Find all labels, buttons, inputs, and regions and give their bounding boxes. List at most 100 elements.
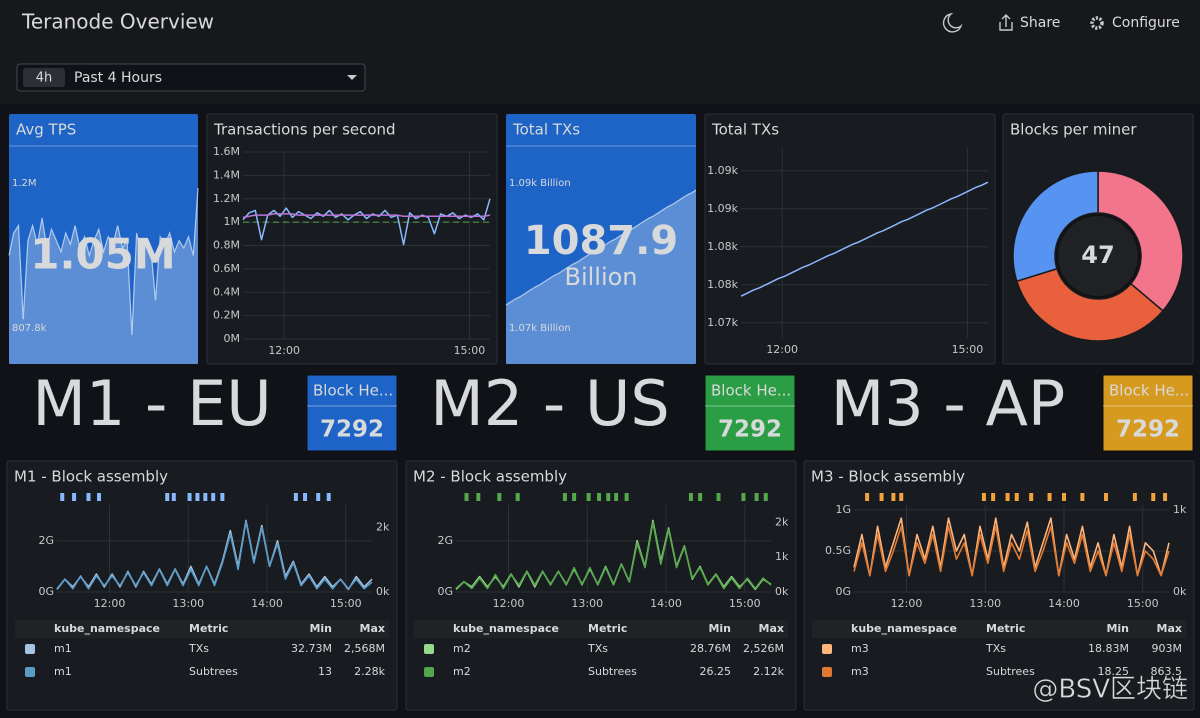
annotation-marker [497, 493, 502, 501]
watermark: @BSV区块链 [1032, 675, 1188, 705]
annotation-marker [716, 493, 721, 501]
legend-column-header: kube_namespace [453, 622, 559, 635]
panel [704, 113, 996, 365]
x-tick-label: 15:00 [729, 597, 761, 610]
annotation-marker [211, 493, 216, 501]
annotation-marker [72, 493, 77, 501]
legend-cell: m2 [453, 665, 471, 678]
share-label: Share [1020, 15, 1060, 31]
configure-button[interactable]: Configure [1090, 15, 1180, 31]
donut-slice [1097, 170, 1184, 312]
legend-cell: Subtrees [189, 665, 238, 678]
x-tick-label: 14:00 [251, 597, 283, 610]
annotation-marker [476, 493, 481, 501]
annotation-marker [1062, 493, 1066, 501]
legend-cell: TXs [985, 642, 1006, 655]
annotation-marker [1080, 493, 1085, 501]
sparkline-area [9, 188, 198, 364]
panel [206, 113, 498, 365]
annotation-marker [515, 493, 520, 501]
configure-label: Configure [1112, 15, 1180, 31]
y-tick-label: 0.6M [213, 262, 240, 275]
y-tick-label: 0G [437, 585, 453, 598]
legend-column-header: Max [759, 622, 784, 635]
donut-slice [1012, 170, 1099, 283]
legend-cell: 903M [1152, 642, 1183, 655]
annotation-marker [562, 493, 567, 501]
y-tick-label: 1.09k [707, 202, 738, 215]
y-tick-label: 0G [835, 585, 851, 598]
x-tick-label: 13:00 [172, 597, 204, 610]
panel-title: Total TXs [512, 121, 580, 139]
annotation-marker [597, 493, 602, 501]
annotation-marker [763, 493, 768, 501]
legend-header [812, 620, 1186, 638]
annotation-marker [86, 493, 91, 501]
miner-name: M2 - US [430, 367, 669, 440]
legend-column-header: kube_namespace [851, 622, 957, 635]
donut-center-value: 47 [1081, 241, 1114, 269]
annotation-marker [203, 493, 208, 501]
y-tick-label: 1.07k [707, 316, 738, 329]
panel-title: Transactions per second [213, 121, 396, 139]
annotation-marker [572, 493, 577, 501]
legend-column-header: Max [1157, 622, 1182, 635]
legend-cell: m1 [54, 642, 72, 655]
annotation-marker [187, 493, 192, 501]
time-badge: 4h [36, 71, 53, 86]
legend-cell: 2.12k [753, 665, 784, 678]
x-tick-label: 12:00 [493, 597, 525, 610]
legend-cell: 32.73M [291, 642, 332, 655]
legend-cell: m3 [851, 665, 869, 678]
annotation-marker [293, 493, 298, 501]
annotation-marker [688, 493, 693, 501]
y2-tick-label: 2k [775, 515, 789, 528]
y-tick-label: 2G [38, 534, 54, 547]
y-tick-label: 0.4M [213, 285, 240, 298]
panel [9, 114, 198, 364]
panel [506, 114, 696, 364]
legend-cell: m3 [851, 642, 869, 655]
annotation-marker [316, 493, 321, 501]
x-tick-label: 12:00 [891, 597, 923, 610]
legend-column-header: Max [360, 622, 385, 635]
annotation-marker [1132, 493, 1137, 501]
block-height-stat [704, 374, 796, 452]
x-tick-label: 12:00 [94, 597, 126, 610]
legend-swatch [424, 644, 434, 654]
legend-column-header: Min [309, 622, 332, 635]
legend-swatch [822, 644, 832, 654]
annotation-marker [60, 493, 65, 501]
miner-name: M3 - AP [831, 367, 1066, 440]
sparkline [505, 189, 697, 306]
y-tick-label: 1.08k [707, 278, 738, 291]
stat-value: 1087.9 [524, 218, 678, 264]
legend-cell: 2,568M [344, 642, 385, 655]
annotation-marker [464, 493, 469, 501]
series-line [455, 521, 772, 590]
annotation-marker [606, 493, 611, 501]
annotation-marker [165, 493, 170, 501]
series-line [740, 181, 989, 297]
legend-swatch [25, 667, 35, 677]
legend-header [15, 620, 389, 638]
miner-name: M1 - EU [32, 367, 271, 440]
annotation-marker [171, 493, 176, 501]
y2-tick-label: 0k [775, 585, 789, 598]
y-tick-label: 0.5G [825, 544, 851, 557]
annotation-marker [991, 493, 996, 501]
x-tick-label: 13:00 [571, 597, 603, 610]
y-tick-label: 0.8M [213, 239, 240, 252]
y-tick-label: 1G [835, 503, 851, 516]
range-min-label: 807.8k [12, 323, 47, 334]
annotation-marker [97, 493, 101, 501]
y-tick-label: 1.2M [213, 192, 240, 205]
stat-title: Block He... [1109, 382, 1189, 400]
block-height-stat [306, 374, 398, 452]
panel [405, 460, 797, 711]
annotation-marker [698, 493, 703, 501]
time-picker[interactable]: 4h Past 4 Hours [16, 63, 366, 92]
share-button[interactable]: Share [999, 14, 1060, 31]
theme-toggle[interactable] [942, 12, 963, 33]
